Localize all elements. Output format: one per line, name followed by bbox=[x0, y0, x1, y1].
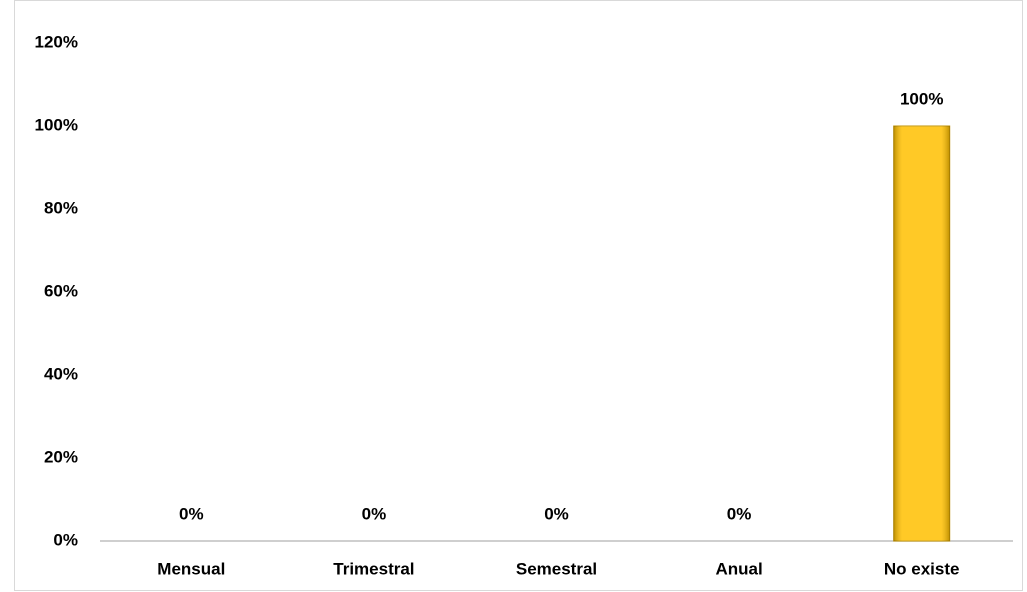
bar-group bbox=[893, 125, 951, 542]
value-label: 0% bbox=[544, 504, 569, 523]
value-label: 0% bbox=[362, 504, 387, 523]
x-tick-label: Trimestral bbox=[333, 559, 414, 578]
chart-frame bbox=[14, 0, 1023, 591]
x-tick-label: Mensual bbox=[157, 559, 225, 578]
y-tick-label: 60% bbox=[44, 281, 78, 300]
y-tick-label: 40% bbox=[44, 364, 78, 383]
y-tick-label: 20% bbox=[44, 447, 78, 466]
bar-bevel bbox=[893, 126, 950, 541]
value-label: 100% bbox=[900, 89, 943, 108]
x-tick-label: Anual bbox=[715, 559, 762, 578]
y-tick-label: 0% bbox=[53, 530, 78, 549]
x-tick-label: Semestral bbox=[516, 559, 597, 578]
value-label: 0% bbox=[727, 504, 752, 523]
x-tick-label: No existe bbox=[884, 559, 960, 578]
y-tick-label: 80% bbox=[44, 198, 78, 217]
value-label: 0% bbox=[179, 504, 204, 523]
y-tick-label: 100% bbox=[35, 115, 78, 134]
y-tick-label: 120% bbox=[35, 32, 78, 51]
